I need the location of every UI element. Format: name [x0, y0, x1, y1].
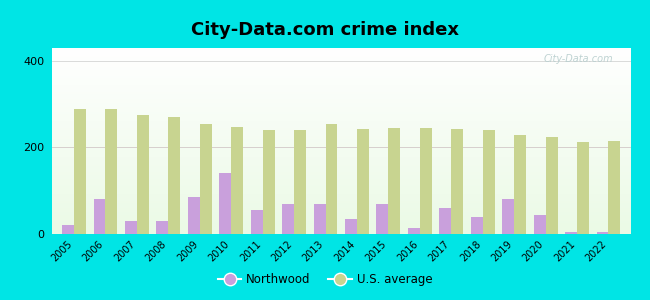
Bar — [219, 173, 231, 234]
Bar — [168, 117, 180, 234]
Text: City-Data.com: City-Data.com — [543, 54, 613, 64]
Bar — [389, 128, 400, 234]
Bar — [577, 142, 589, 234]
Bar — [294, 130, 306, 234]
Bar — [74, 109, 86, 234]
Bar — [451, 129, 463, 234]
Bar — [157, 221, 168, 234]
Bar — [565, 232, 577, 234]
Legend: Northwood, U.S. average: Northwood, U.S. average — [213, 269, 437, 291]
Bar — [263, 130, 274, 234]
Bar — [408, 227, 420, 234]
Bar — [483, 130, 495, 234]
Bar — [357, 129, 369, 234]
Bar — [345, 219, 357, 234]
Bar — [188, 197, 200, 234]
Bar — [105, 109, 118, 234]
Bar — [137, 115, 149, 234]
Bar — [471, 217, 483, 234]
Bar — [376, 204, 389, 234]
Bar — [231, 127, 243, 234]
Bar — [125, 221, 137, 234]
Bar — [534, 214, 545, 234]
Bar — [439, 208, 451, 234]
Bar — [514, 135, 526, 234]
Bar — [608, 141, 621, 234]
Text: City-Data.com crime index: City-Data.com crime index — [191, 21, 459, 39]
Bar — [597, 232, 608, 234]
Bar — [313, 204, 326, 234]
Bar — [545, 137, 558, 234]
Bar — [62, 225, 74, 234]
Bar — [251, 210, 263, 234]
Bar — [420, 128, 432, 234]
Bar — [94, 200, 105, 234]
Bar — [326, 124, 337, 234]
Bar — [502, 200, 514, 234]
Bar — [282, 204, 294, 234]
Bar — [200, 124, 212, 234]
